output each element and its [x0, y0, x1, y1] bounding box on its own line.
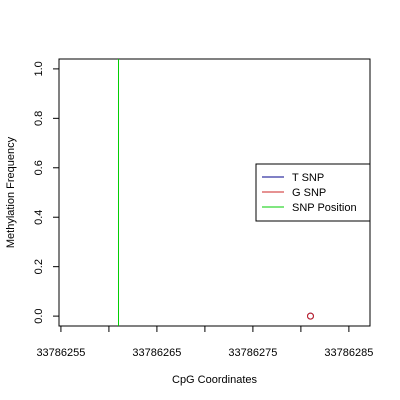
- y-tick-label: 0.8: [33, 111, 45, 126]
- x-axis: 33786255 33786265 33786275 33786285: [36, 325, 373, 359]
- x-axis-title: CpG Coordinates: [172, 374, 257, 386]
- legend: T SNP G SNP SNP Position: [255, 163, 371, 222]
- data-point: [306, 312, 314, 320]
- y-tick-label: 0.6: [33, 160, 45, 175]
- x-tick-label: 33786265: [132, 347, 181, 359]
- legend-label: SNP Position: [292, 202, 357, 214]
- legend-label: T SNP: [292, 172, 324, 184]
- data-marks: [118, 59, 314, 326]
- x-tick-label: 33786275: [228, 347, 277, 359]
- y-axis: 0.0 0.2 0.4 0.6 0.8 1.0: [33, 61, 60, 324]
- y-tick-label: 0.0: [33, 308, 45, 323]
- x-tick-label: 33786285: [324, 347, 373, 359]
- y-axis-title: Methylation Frequency: [5, 136, 17, 248]
- y-tick-label: 1.0: [33, 61, 45, 76]
- x-tick-label: 33786255: [36, 347, 85, 359]
- y-tick-label: 0.2: [33, 259, 45, 274]
- legend-label: G SNP: [292, 187, 326, 199]
- y-tick-label: 0.4: [33, 210, 45, 225]
